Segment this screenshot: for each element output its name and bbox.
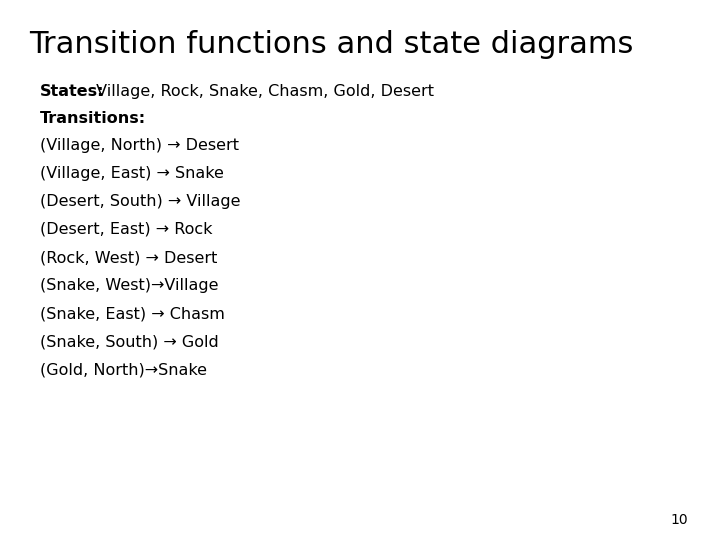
Text: (Gold, North)→Snake: (Gold, North)→Snake (40, 362, 207, 377)
Text: Village, Rock, Snake, Chasm, Gold, Desert: Village, Rock, Snake, Chasm, Gold, Deser… (91, 84, 434, 99)
Text: (Snake, West)→Village: (Snake, West)→Village (40, 278, 218, 293)
Text: States:: States: (40, 84, 104, 99)
Text: (Snake, South) → Gold: (Snake, South) → Gold (40, 334, 218, 349)
Text: Transitions:: Transitions: (40, 111, 145, 126)
Text: (Village, North) → Desert: (Village, North) → Desert (40, 138, 238, 153)
Text: (Desert, South) → Village: (Desert, South) → Village (40, 194, 240, 209)
Text: (Snake, East) → Chasm: (Snake, East) → Chasm (40, 306, 225, 321)
Text: (Rock, West) → Desert: (Rock, West) → Desert (40, 250, 217, 265)
Text: (Desert, East) → Rock: (Desert, East) → Rock (40, 222, 212, 237)
Text: Transition functions and state diagrams: Transition functions and state diagrams (29, 30, 633, 59)
Text: (Village, East) → Snake: (Village, East) → Snake (40, 166, 223, 181)
Text: 10: 10 (670, 512, 688, 526)
